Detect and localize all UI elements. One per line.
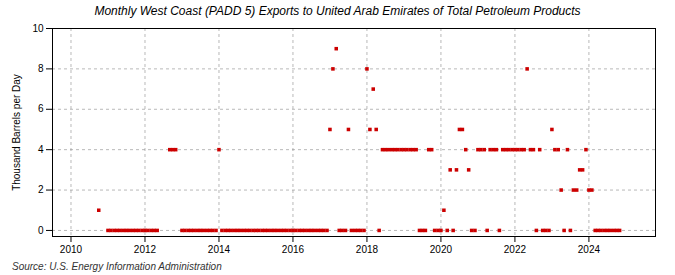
svg-text:10: 10 <box>32 23 44 34</box>
html-text:Monthly West Coast (PADD 5) Ex: Monthly West Coast (PADD 5) Exports to U… <box>94 4 581 18</box>
svg-text:2024: 2024 <box>578 244 601 255</box>
svg-text:2018: 2018 <box>356 244 379 255</box>
svg-text:4: 4 <box>38 144 44 155</box>
html-text:Source: U.S. Energy Informatio: Source: U.S. Energy Information Administ… <box>12 261 222 272</box>
svg-text:2016: 2016 <box>282 244 305 255</box>
svg-text:Thousand Barrels per Day: Thousand Barrels per Day <box>11 74 22 191</box>
svg-text:0: 0 <box>38 225 44 236</box>
svg-text:2014: 2014 <box>208 244 231 255</box>
svg-text:2: 2 <box>38 184 44 195</box>
svg-text:2010: 2010 <box>60 244 83 255</box>
svg-text:2022: 2022 <box>504 244 527 255</box>
svg-text:2020: 2020 <box>430 244 453 255</box>
svg-text:2012: 2012 <box>134 244 157 255</box>
svg-text:6: 6 <box>38 103 44 114</box>
svg-text:8: 8 <box>38 63 44 74</box>
